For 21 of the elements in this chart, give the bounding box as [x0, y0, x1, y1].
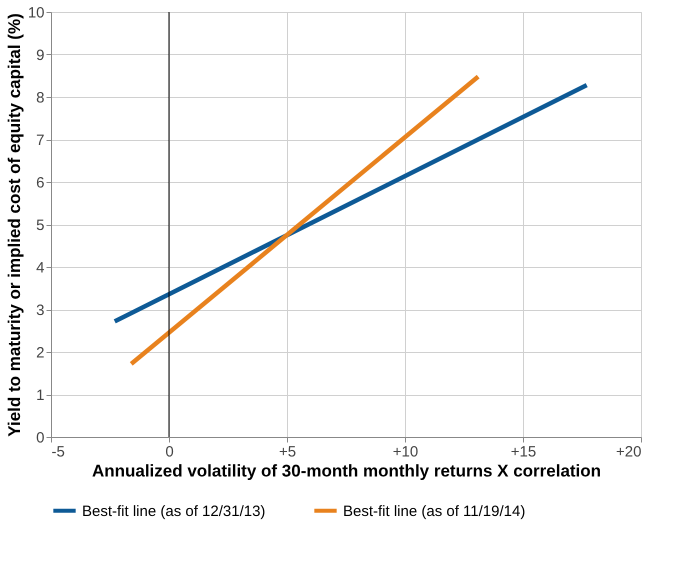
x-tick-label: +15 — [510, 444, 536, 460]
y-axis-title: Yield to maturity or implied cost of equity capital (%) — [4, 13, 24, 437]
x-tick-label: +5 — [278, 444, 296, 460]
y-tick-label: 6 — [36, 174, 44, 192]
x-tick-label: -5 — [52, 444, 65, 460]
y-tick-label: 10 — [28, 4, 44, 22]
x-axis-title: Annualized volatility of 30-month monthly returns X correlation — [92, 462, 602, 480]
x-tick-label: +10 — [392, 444, 418, 460]
y-tick-label: 5 — [36, 217, 44, 234]
legend-label: Best-fit line (as of 11/19/14) — [343, 502, 526, 520]
y-tick-label: 1 — [36, 387, 44, 404]
legend-label: Best-fit line (as of 12/31/13) — [82, 502, 266, 520]
x-tick-label: 0 — [165, 444, 174, 460]
y-tick-label: 3 — [36, 302, 44, 319]
y-tick-label: 4 — [36, 260, 44, 276]
y-tick-label: 9 — [36, 47, 44, 64]
x-tick-label: +20 — [616, 444, 642, 460]
y-tick-label: 7 — [36, 132, 44, 149]
y-tick-label: 8 — [36, 90, 44, 106]
y-tick-label: 2 — [36, 344, 44, 362]
y-tick-label: 0 — [36, 430, 44, 446]
